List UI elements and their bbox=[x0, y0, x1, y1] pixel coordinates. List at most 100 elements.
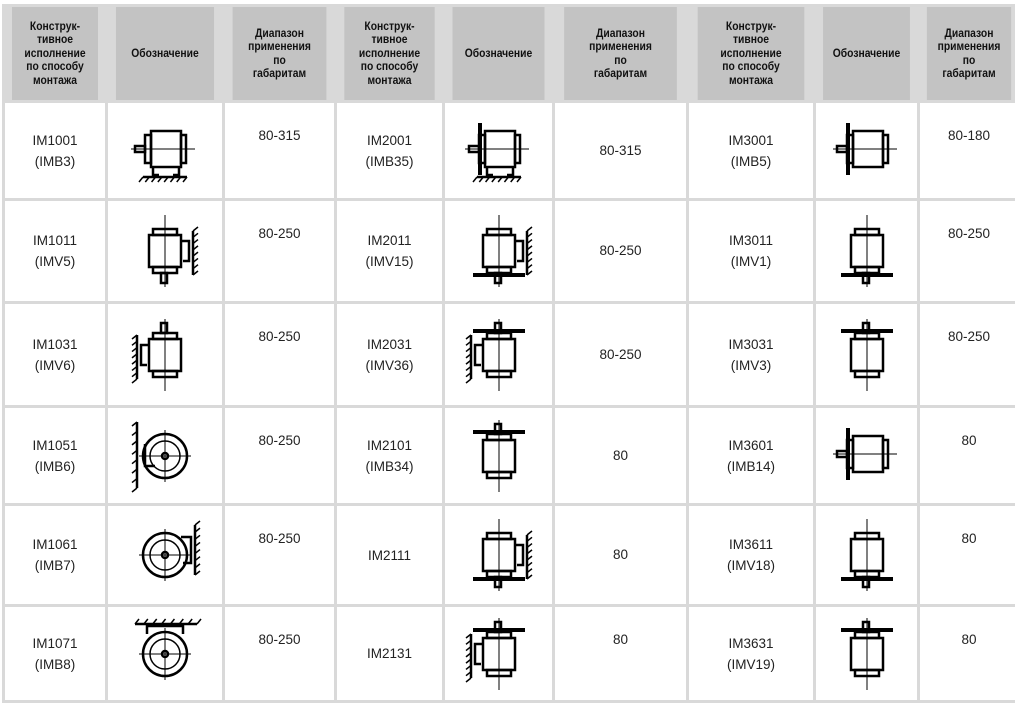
header-mounting-type: Конструк-тивное исполнение по способу монта… bbox=[697, 7, 805, 100]
mounting-code: IM3601 bbox=[728, 437, 774, 453]
size-range-cell: 80-250 bbox=[555, 201, 686, 301]
size-range-cell: 80-180 bbox=[920, 103, 1015, 198]
mounting-code-cell: IM3001 (IMB5) bbox=[689, 103, 813, 198]
header-text: Конструк- bbox=[725, 18, 777, 33]
size-range: 80-250 bbox=[258, 433, 301, 448]
header-text: габаритам bbox=[593, 66, 648, 80]
table-row: IM1011 (IMV5) 80-250 IM2011 (IMV15) 80-250 IM3… bbox=[5, 201, 1015, 301]
symbol-cell bbox=[816, 103, 917, 198]
header-text: по способу bbox=[360, 59, 419, 74]
symbol-cell bbox=[108, 506, 222, 604]
table-row: IM1031 (IMV6) 80-250 IM2031 (IMV36) 80-250 IM3… bbox=[5, 304, 1015, 405]
mounting-code-cell: IM3601 (IMB14) bbox=[689, 408, 813, 503]
size-range: 80 bbox=[961, 433, 977, 448]
mounting-code-cell: IM1051 (IMB6) bbox=[5, 408, 105, 503]
mounting-code-cell: IM1061 (IMB7) bbox=[5, 506, 105, 604]
header-text: по способу bbox=[722, 59, 780, 74]
mounting-code-iec: (IMB7) bbox=[34, 558, 76, 573]
mounting-code-iec: (IMB35) bbox=[365, 153, 414, 169]
mounting-code-iec: (IMV36) bbox=[365, 357, 414, 373]
symbol-cell bbox=[816, 201, 917, 301]
mounting-code: IM1051 bbox=[32, 437, 78, 453]
symbol-cell bbox=[816, 607, 917, 700]
mounting-code-iec: (IMV3) bbox=[730, 357, 772, 373]
header-symbol: Обозначение bbox=[452, 7, 545, 100]
mounting-code-iec: (IMV5) bbox=[34, 254, 76, 269]
symbol-cell bbox=[108, 201, 222, 301]
symbol-cell bbox=[108, 304, 222, 405]
mounting-code-cell: IM2111 bbox=[337, 506, 442, 604]
mounting-code-iec: (IMV15) bbox=[365, 254, 414, 269]
header-text: Диапазон bbox=[944, 25, 994, 40]
flange-horizontal-motor-icon bbox=[817, 111, 916, 191]
size-range-cell: 80-250 bbox=[225, 607, 334, 700]
size-range-cell: 80-250 bbox=[920, 201, 1015, 301]
header-text: габаритам bbox=[942, 66, 996, 80]
foot-face-flange-motor-icon bbox=[446, 416, 551, 496]
size-range: 80-250 bbox=[258, 632, 301, 647]
symbol-cell bbox=[445, 103, 552, 198]
header-text: по способу bbox=[26, 59, 84, 74]
mounting-code: IM1061 bbox=[32, 537, 78, 552]
header-text: по bbox=[962, 52, 976, 67]
header-mounting-type: Конструк-тивное исполнение по способу монта… bbox=[12, 7, 98, 100]
header-text: применения bbox=[589, 39, 652, 53]
mounting-code: IM1071 bbox=[32, 635, 78, 651]
symbol-cell bbox=[445, 201, 552, 301]
size-range: 80 bbox=[961, 531, 977, 546]
size-range: 80-250 bbox=[599, 243, 642, 258]
size-range: 80-250 bbox=[599, 346, 642, 362]
mounting-code-cell: IM2131 bbox=[337, 607, 442, 700]
mounting-code: IM3001 bbox=[728, 132, 774, 148]
mounting-code-iec: (IMV19) bbox=[726, 656, 775, 672]
mounting-code-cell: IM1011 (IMV5) bbox=[5, 201, 105, 301]
symbol-cell bbox=[108, 103, 222, 198]
mounting-code-iec: (IMV6) bbox=[34, 357, 76, 373]
mounting-code-cell: IM3611 (IMV18) bbox=[689, 506, 813, 604]
header-symbol: Обозначение bbox=[823, 7, 910, 100]
size-range: 80 bbox=[612, 447, 629, 463]
mounting-code: IM1001 bbox=[32, 132, 78, 148]
size-range-cell: 80 bbox=[920, 408, 1015, 503]
header-text: тивное bbox=[36, 32, 74, 47]
header-text: монтажа bbox=[367, 72, 412, 87]
flange-shaft-down-motor-icon bbox=[817, 211, 916, 291]
mounting-code-cell: IM3031 (IMV3) bbox=[689, 304, 813, 405]
symbol-cell bbox=[445, 304, 552, 405]
table-row: IM1061 (IMB7) 80-250 IM2111 80 IM3611 (IMV18) 8… bbox=[5, 506, 1015, 604]
header-text: исполнение bbox=[720, 45, 782, 60]
mounting-code: IM2011 bbox=[367, 233, 412, 248]
size-range: 80-250 bbox=[258, 226, 301, 241]
header-text: тивное bbox=[371, 32, 408, 47]
mounting-code-iec: (IMB14) bbox=[726, 458, 775, 474]
header-row: Конструк-тивное исполнение по способу монта… bbox=[5, 7, 1015, 100]
size-range: 80-180 bbox=[947, 128, 991, 143]
foot-flange-horizontal-motor-icon bbox=[446, 111, 551, 191]
mounting-code: IM2131 bbox=[366, 646, 413, 661]
flange-shaft-up-motor-icon bbox=[817, 315, 916, 395]
mounting-code-cell: IM1071 (IMB8) bbox=[5, 607, 105, 700]
size-range-cell: 80 bbox=[920, 506, 1015, 604]
symbol-cell bbox=[445, 506, 552, 604]
face-flange-shaft-down-motor-icon bbox=[817, 515, 916, 595]
mounting-code-iec: (IMB8) bbox=[34, 656, 76, 672]
size-range: 80-250 bbox=[258, 329, 301, 344]
header-text: тивное bbox=[732, 32, 770, 47]
size-range: 80 bbox=[612, 547, 629, 562]
mounting-code: IM3011 bbox=[728, 233, 774, 248]
face-flange-horizontal-motor-icon bbox=[817, 416, 916, 496]
header-text: по bbox=[614, 52, 627, 67]
mounting-code-cell: IM1001 (IMB3) bbox=[5, 103, 105, 198]
size-range: 80 bbox=[612, 632, 629, 647]
wall-mounted-shaft-up-motor-icon bbox=[109, 315, 221, 395]
wall-face-flange-shaft-up-motor-icon bbox=[446, 614, 551, 694]
size-range: 80-250 bbox=[947, 226, 991, 241]
wall-mounted-end-view-motor-icon bbox=[109, 416, 221, 496]
size-range-cell: 80-250 bbox=[225, 201, 334, 301]
size-range-cell: 80 bbox=[555, 506, 686, 604]
table-row: IM1001 (IMB3) 80-315 IM2001 (IMB35) 80-315 IM3… bbox=[5, 103, 1015, 198]
size-range: 80-315 bbox=[599, 142, 642, 158]
mounting-code: IM2111 bbox=[367, 547, 412, 563]
header-text: исполнение bbox=[358, 45, 421, 60]
mounting-code-iec: (IMB6) bbox=[34, 458, 76, 474]
